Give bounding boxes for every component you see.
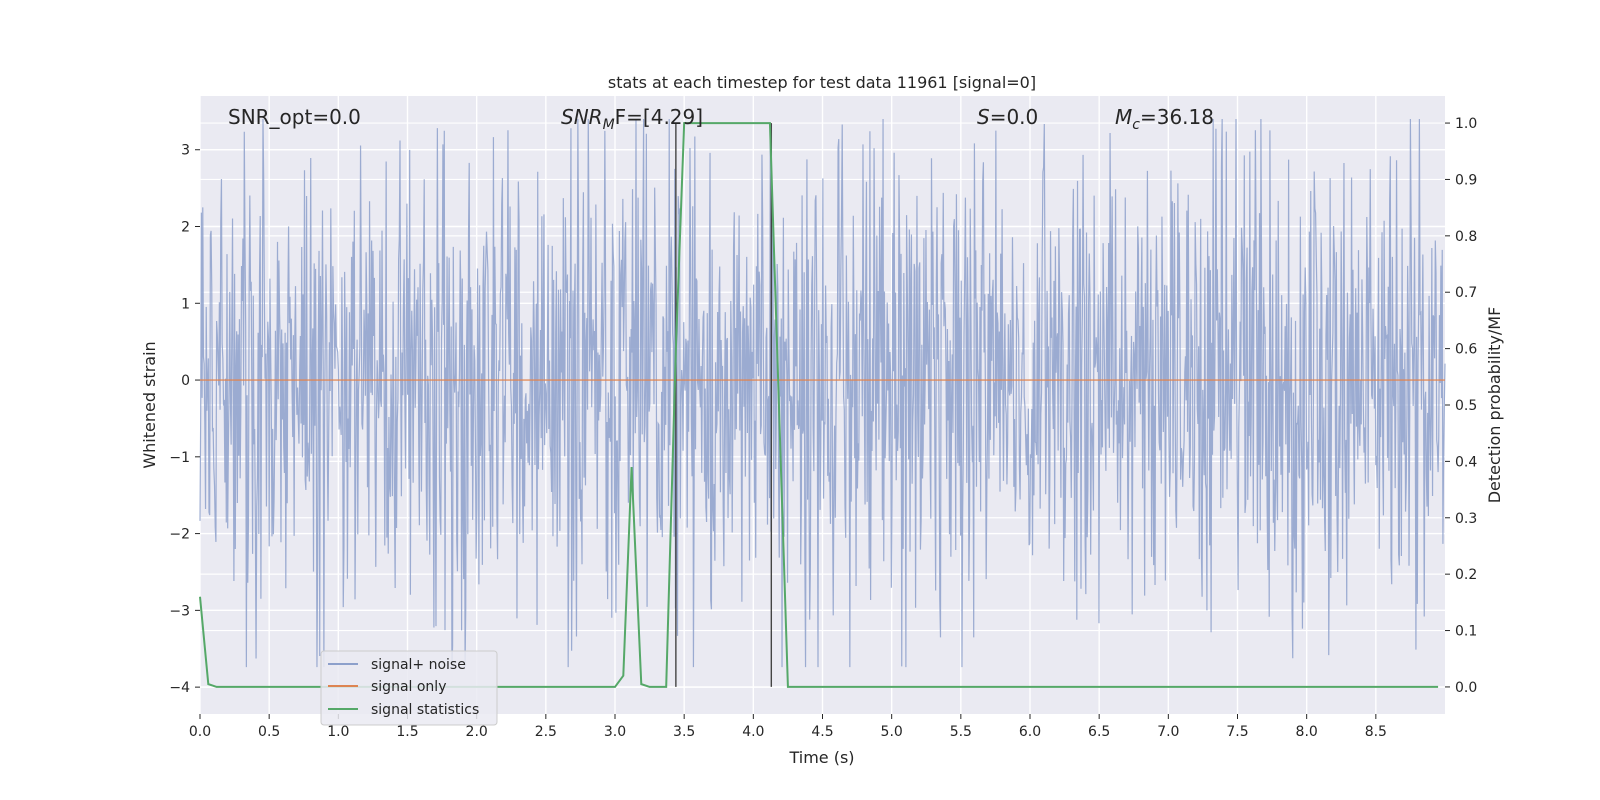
x-axis-ticks: 0.0 0.5 1.0 1.5 2.0 2.5 3.0 3.5 4.0 4.5 5.0 5.5 6.0 6…	[189, 714, 1387, 740]
legend-label-noise: signal+ noise	[371, 657, 466, 673]
y-axis-right-ticks: 1.0 0.9 0.8 0.7 0.6 0.5 0.4 0.3 0.2 0.1 0.0	[1445, 116, 1477, 696]
y-tick-label: −2	[169, 527, 190, 543]
y-tick-label: 3	[181, 143, 190, 159]
y-right-tick-label: 1.0	[1455, 116, 1477, 132]
y-right-tick-label: 0.8	[1455, 229, 1477, 245]
x-tick-label: 1.0	[327, 724, 349, 740]
annotation-mc-tail: =36.18	[1140, 105, 1214, 129]
annotation-mc-main: M	[1115, 105, 1132, 129]
annotation-snr-mf-main: SNR	[561, 105, 603, 129]
x-axis-label: Time (s)	[788, 748, 854, 767]
annotation-s-main: S	[977, 105, 990, 129]
signal-plus-noise-series	[199, 119, 1446, 668]
y-axis-label: Whitened strain	[140, 341, 159, 468]
x-tick-label: 6.0	[1019, 724, 1041, 740]
x-tick-label: 4.0	[742, 724, 764, 740]
x-tick-label: 6.5	[1088, 724, 1110, 740]
y-right-tick-label: 0.2	[1455, 567, 1477, 583]
x-tick-label: 3.0	[604, 724, 626, 740]
legend-label-statistics: signal statistics	[371, 702, 479, 718]
annotation-snr-mf: SNRMF=[4.29]	[561, 105, 703, 133]
y-tick-label: −3	[169, 603, 190, 619]
x-tick-label: 0.5	[258, 724, 280, 740]
legend-box	[320, 650, 498, 726]
y-tick-label: −4	[169, 680, 190, 696]
annotation-snr-mf-tail: F=[4.29]	[615, 105, 703, 129]
x-tick-label: 0.0	[189, 724, 211, 740]
y-axis-right-label: Detection probability/MF	[1485, 307, 1504, 504]
x-tick-label: 4.5	[811, 724, 833, 740]
y-right-tick-label: 0.4	[1455, 454, 1477, 470]
annotation-s-tail: =0.0	[990, 105, 1039, 129]
vertical-markers	[675, 123, 773, 687]
x-tick-label: 8.5	[1365, 724, 1387, 740]
x-tick-label: 2.5	[535, 724, 557, 740]
y-tick-label: −1	[169, 450, 190, 466]
y-right-tick-label: 0.6	[1455, 342, 1477, 358]
y-right-tick-label: 0.9	[1455, 172, 1477, 188]
annotation-mc-sub: c	[1132, 117, 1140, 133]
y-tick-label: 2	[181, 220, 190, 236]
annotation-snr-mf-sub: M	[603, 117, 615, 133]
x-tick-label: 7.5	[1226, 724, 1248, 740]
x-tick-label: 1.5	[396, 724, 418, 740]
legend-label-signal-only: signal only	[371, 679, 446, 695]
x-tick-label: 2.0	[466, 724, 488, 740]
legend: signal+ noise signal only signal statist…	[320, 650, 498, 726]
y-tick-label: 1	[181, 296, 190, 312]
x-tick-label: 5.0	[881, 724, 903, 740]
chart-title: stats at each timestep for test data 119…	[608, 73, 1036, 92]
y-right-tick-label: 0.3	[1455, 511, 1477, 527]
y-right-tick-label: 0.0	[1455, 680, 1477, 696]
y-right-tick-label: 0.1	[1455, 624, 1477, 640]
x-tick-label: 7.0	[1157, 724, 1179, 740]
y-axis-ticks: 3 2 1 0 −1 −2 −3 −4	[169, 143, 200, 696]
annotation-s: S=0.0	[977, 105, 1038, 129]
signal-plus-noise-line	[199, 119, 1446, 668]
y-tick-label: 0	[181, 373, 190, 389]
x-tick-label: 8.0	[1296, 724, 1318, 740]
y-right-tick-label: 0.7	[1455, 285, 1477, 301]
annotation-mc: Mc=36.18	[1115, 105, 1214, 133]
annotation-snr-opt: SNR_opt=0.0	[228, 105, 361, 129]
x-tick-label: 5.5	[950, 724, 972, 740]
x-tick-label: 3.5	[673, 724, 695, 740]
y-right-tick-label: 0.5	[1455, 398, 1477, 414]
